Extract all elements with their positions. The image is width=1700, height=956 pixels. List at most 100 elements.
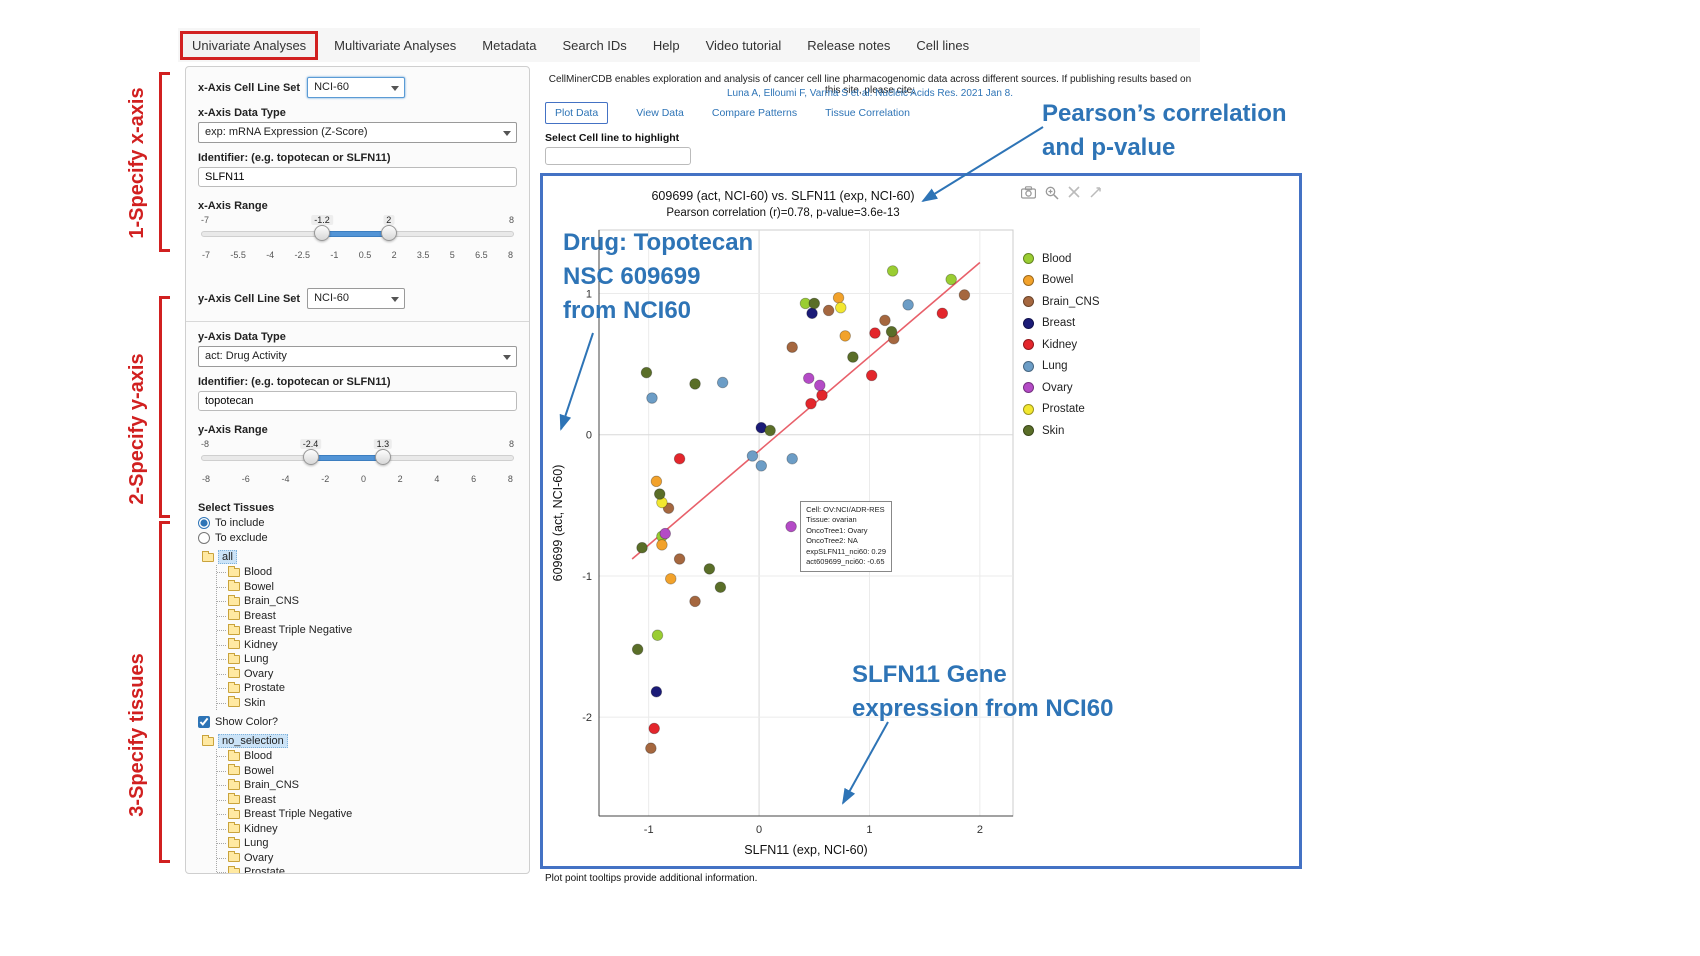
nav-tab-multivariate-analyses[interactable]: Multivariate Analyses bbox=[334, 37, 457, 53]
scatter-point-lung[interactable] bbox=[716, 376, 729, 389]
scatter-point-ovary[interactable] bbox=[659, 527, 671, 540]
scatter-point-bowel[interactable] bbox=[832, 292, 845, 304]
x-range-slider[interactable]: -7 8 -1.2 2 bbox=[201, 215, 514, 249]
nav-tab-cell-lines[interactable]: Cell lines bbox=[916, 37, 970, 53]
include-tree-item-bowel[interactable]: Bowel bbox=[217, 580, 517, 595]
y-data-type-select[interactable]: act: Drug Activity bbox=[198, 346, 517, 367]
include-tree-item-breast-triple-negative[interactable]: Breast Triple Negative bbox=[217, 623, 517, 638]
scatter-point-skin[interactable] bbox=[714, 581, 727, 593]
tab-plot-data[interactable]: Plot Data bbox=[545, 102, 609, 124]
scatter-point-kidney[interactable] bbox=[816, 389, 828, 401]
scatter-point-kidney[interactable] bbox=[673, 453, 686, 465]
exclude-tree-root[interactable]: no_selection bbox=[202, 733, 517, 749]
scatter-point-bowel[interactable] bbox=[650, 475, 663, 488]
scatter-point-breast[interactable] bbox=[650, 686, 663, 698]
exclude-tree-item-bowel[interactable]: Bowel bbox=[217, 764, 517, 779]
to-exclude-label[interactable]: To exclude bbox=[215, 532, 268, 544]
legend-item-skin[interactable]: Skin bbox=[1023, 420, 1100, 442]
scatter-point-skin[interactable] bbox=[847, 351, 859, 363]
close-icon[interactable] bbox=[1068, 186, 1080, 200]
x-data-type-select[interactable]: exp: mRNA Expression (Z-Score) bbox=[198, 122, 517, 143]
scatter-point-bowel[interactable] bbox=[665, 573, 677, 585]
highlight-cell-line-input[interactable] bbox=[545, 147, 691, 165]
show-color-label[interactable]: Show Color? bbox=[215, 716, 278, 728]
scatter-point-brain-cns[interactable] bbox=[879, 314, 891, 327]
nav-tab-help[interactable]: Help bbox=[652, 37, 680, 53]
scatter-point-lung[interactable] bbox=[646, 392, 658, 404]
legend-item-kidney[interactable]: Kidney bbox=[1023, 334, 1100, 356]
slider-handle-low[interactable] bbox=[302, 449, 319, 465]
scatter-point-skin[interactable] bbox=[689, 378, 701, 390]
nav-tab-search-ids[interactable]: Search IDs bbox=[562, 37, 627, 53]
to-include-label[interactable]: To include bbox=[215, 517, 265, 529]
exclude-tree-item-kidney[interactable]: Kidney bbox=[217, 822, 517, 837]
include-tree-item-kidney[interactable]: Kidney bbox=[217, 638, 517, 653]
scatter-point-kidney[interactable] bbox=[865, 369, 878, 382]
scatter-point-skin[interactable] bbox=[654, 488, 666, 500]
exclude-tree-item-breast-triple-negative[interactable]: Breast Triple Negative bbox=[217, 807, 517, 822]
include-tree-item-skin[interactable]: Skin bbox=[217, 696, 517, 711]
exclude-tree-item-breast[interactable]: Breast bbox=[217, 793, 517, 808]
scatter-point-brain-cns[interactable] bbox=[786, 341, 798, 353]
legend-item-ovary[interactable]: Ovary bbox=[1023, 377, 1100, 399]
exclude-tree-item-ovary[interactable]: Ovary bbox=[217, 851, 517, 866]
legend-item-brain-cns[interactable]: Brain_CNS bbox=[1023, 291, 1100, 313]
legend-item-breast[interactable]: Breast bbox=[1023, 313, 1100, 335]
scatter-point-ovary[interactable] bbox=[814, 379, 826, 392]
legend-item-lung[interactable]: Lung bbox=[1023, 356, 1100, 378]
scatter-point-kidney[interactable] bbox=[869, 327, 881, 339]
autoscale-icon[interactable] bbox=[1089, 186, 1102, 200]
nav-tab-univariate-analyses[interactable]: Univariate Analyses bbox=[180, 30, 319, 60]
scatter-point-brain-cns[interactable] bbox=[958, 289, 971, 301]
scatter-point-blood[interactable] bbox=[651, 629, 664, 641]
citation-link[interactable]: Luna A, Elloumi F, Varma S et al. Nuclei… bbox=[726, 88, 1014, 99]
slider-handle-high[interactable] bbox=[380, 225, 397, 241]
scatter-point-blood[interactable] bbox=[886, 265, 899, 277]
scatter-point-lung[interactable] bbox=[902, 299, 914, 311]
scatter-point-skin[interactable] bbox=[640, 366, 653, 379]
x-identifier-input[interactable] bbox=[198, 167, 517, 187]
scatter-point-brain-cns[interactable] bbox=[645, 742, 657, 754]
tab-view-data[interactable]: View Data bbox=[636, 107, 684, 119]
scatter-point-breast[interactable] bbox=[806, 307, 818, 320]
camera-icon[interactable] bbox=[1021, 186, 1036, 200]
include-tree-item-prostate[interactable]: Prostate bbox=[217, 681, 517, 696]
include-tree-item-blood[interactable]: Blood bbox=[217, 565, 517, 580]
scatter-point-skin[interactable] bbox=[764, 424, 776, 437]
scatter-point-brain-cns[interactable] bbox=[673, 553, 686, 565]
x-cell-line-set-select[interactable]: NCI-60 bbox=[307, 77, 406, 98]
scatter-point-lung[interactable] bbox=[786, 453, 798, 465]
y-cell-line-set-select[interactable]: NCI-60 bbox=[307, 288, 406, 309]
scatter-point-skin[interactable] bbox=[808, 297, 820, 310]
legend-item-blood[interactable]: Blood bbox=[1023, 248, 1100, 270]
to-include-radio[interactable] bbox=[198, 517, 210, 529]
nav-tab-video-tutorial[interactable]: Video tutorial bbox=[705, 37, 782, 53]
scatter-point-kidney[interactable] bbox=[648, 722, 660, 735]
scatter-point-skin[interactable] bbox=[636, 542, 648, 554]
scatter-point-skin[interactable] bbox=[631, 643, 644, 656]
slider-handle-low[interactable] bbox=[314, 225, 331, 241]
show-color-checkbox[interactable] bbox=[198, 716, 210, 728]
exclude-tree-item-brain-cns[interactable]: Brain_CNS bbox=[217, 778, 517, 793]
tab-tissue-correlation[interactable]: Tissue Correlation bbox=[825, 107, 910, 119]
scatter-point-kidney[interactable] bbox=[805, 397, 817, 410]
y-identifier-input[interactable] bbox=[198, 391, 517, 411]
scatter-plot[interactable]: -1 0 1 2 -2 -1 0 1 SLFN11 (exp, NCI-60) 609699 (a… bbox=[549, 220, 1019, 860]
slider-handle-high[interactable] bbox=[374, 449, 391, 465]
include-tree-item-lung[interactable]: Lung bbox=[217, 652, 517, 667]
scatter-point-brain-cns[interactable] bbox=[822, 304, 835, 317]
include-tree-item-brain-cns[interactable]: Brain_CNS bbox=[217, 594, 517, 609]
scatter-point-brain-cns[interactable] bbox=[689, 595, 701, 608]
nav-tab-metadata[interactable]: Metadata bbox=[482, 37, 537, 53]
scatter-point-skin[interactable] bbox=[703, 563, 716, 575]
zoom-in-icon[interactable] bbox=[1045, 186, 1059, 200]
scatter-plot-svg[interactable]: -1 0 1 2 -2 -1 0 1 SLFN11 (exp, NCI-60) 609699 (a… bbox=[549, 220, 1019, 860]
scatter-point-skin[interactable] bbox=[885, 325, 898, 338]
scatter-point-kidney[interactable] bbox=[936, 307, 949, 320]
exclude-tree-item-prostate[interactable]: Prostate bbox=[217, 865, 517, 873]
y-range-slider[interactable]: -8 8 -2.4 1.3 bbox=[201, 439, 514, 473]
exclude-tree-item-blood[interactable]: Blood bbox=[217, 749, 517, 764]
scatter-point-lung[interactable] bbox=[746, 450, 759, 462]
scatter-point-ovary[interactable] bbox=[785, 520, 797, 533]
scatter-point-lung[interactable] bbox=[755, 460, 767, 472]
